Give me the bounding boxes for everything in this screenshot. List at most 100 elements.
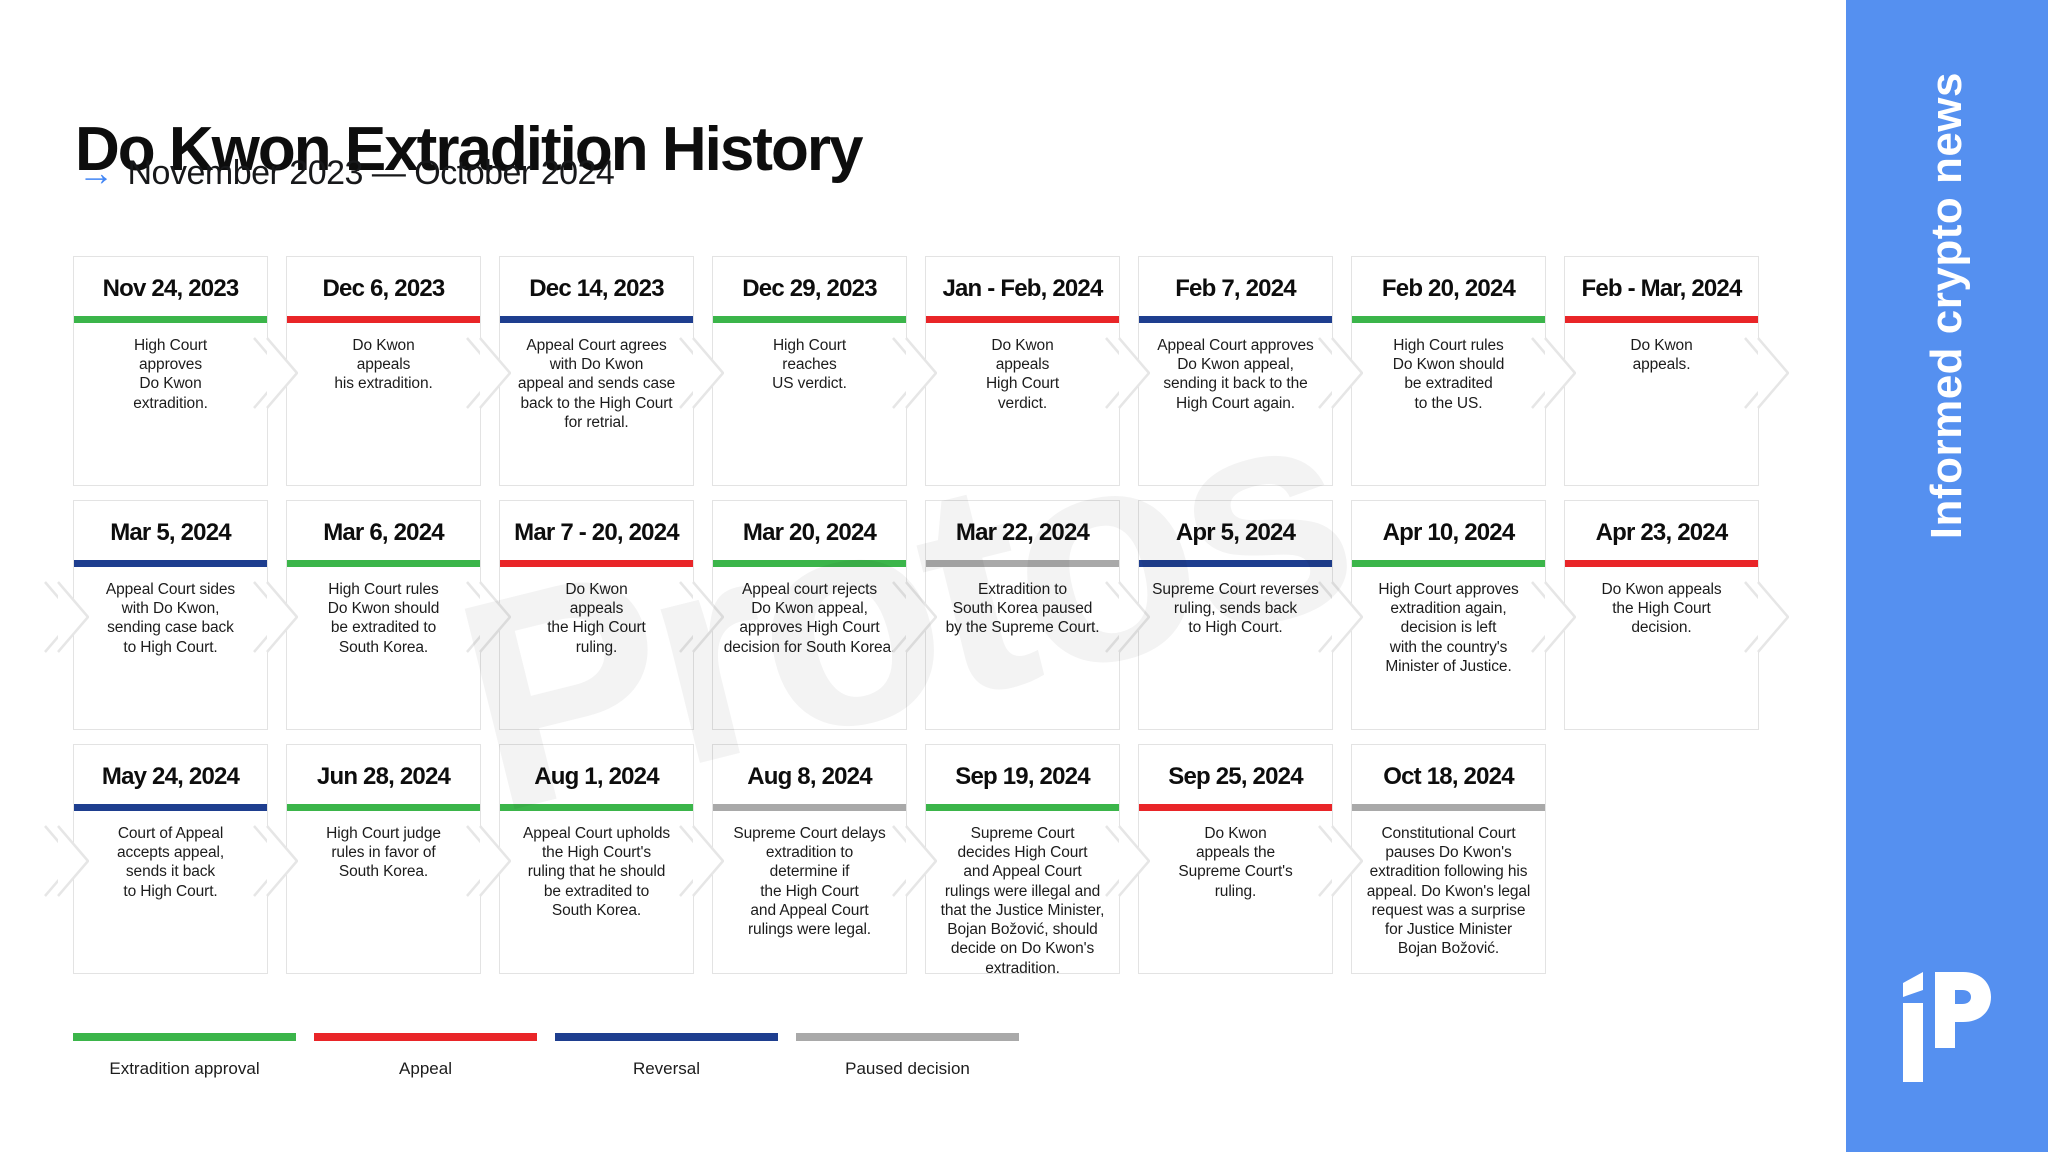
sidebar: Informed crypto news	[1846, 0, 2048, 1152]
chevron-right-icon	[1744, 337, 1789, 409]
card-accent-bar	[1565, 316, 1758, 323]
legend-color-bar	[796, 1033, 1019, 1041]
card-description: Appeal Court upholds the High Court's ru…	[522, 825, 671, 919]
chevron-right-icon	[679, 581, 724, 653]
chevron-right-icon	[466, 825, 511, 897]
card-accent-bar	[500, 316, 693, 323]
chevron-right-icon	[466, 581, 511, 653]
card-description: Appeal Court sides with Do Kwon, sending…	[105, 581, 236, 656]
timeline-row-1: Nov 24, 2023 High Court approves Do Kwon …	[73, 256, 1789, 486]
chevron-right-icon	[466, 337, 511, 409]
timeline-card: Apr 10, 2024 High Court approves extradit…	[1351, 500, 1576, 730]
chevron-right-icon	[1318, 337, 1363, 409]
card-date: Sep 19, 2024	[955, 763, 1090, 790]
card-accent-bar	[1565, 560, 1758, 567]
sidebar-tagline: Informed crypto news	[1922, 72, 1971, 540]
card-description: Do Kwon appeals the High Court decision.	[1601, 581, 1722, 637]
timeline-row-2: Mar 5, 2024 Appeal Court sides with Do Kw…	[44, 500, 1789, 730]
protos-logo-icon	[1903, 972, 1991, 1082]
date-range-subtitle: → November 2023 — October 2024	[78, 152, 615, 194]
card-date: Jun 28, 2024	[316, 763, 451, 790]
card-date: Dec 29, 2023	[742, 275, 877, 302]
legend-item: Extradition approval	[73, 1033, 296, 1079]
legend: Extradition approval Appeal Reversal Paused…	[73, 1033, 1019, 1079]
timeline-card: Feb - Mar, 2024 Do Kwon appeals.	[1564, 256, 1789, 486]
legend-color-bar	[73, 1033, 296, 1041]
card-accent-bar	[926, 804, 1119, 811]
card-description: High Court judge rules in favor of South…	[326, 825, 441, 881]
card-date: Feb 7, 2024	[1175, 275, 1296, 302]
card-description: Do Kwon appeals the Supreme Court's ruli…	[1178, 825, 1293, 900]
card-description: Do Kwon appeals the High Court ruling.	[547, 581, 646, 656]
chevron-right-icon	[1105, 337, 1150, 409]
card-description: Appeal court rejects Do Kwon appeal, app…	[723, 581, 896, 656]
card-date: Feb - Mar, 2024	[1581, 275, 1742, 302]
chevron-right-icon	[1318, 825, 1363, 897]
card-date: Jan - Feb, 2024	[942, 275, 1103, 302]
timeline-card: Jun 28, 2024 High Court judge rules in fa…	[286, 744, 511, 974]
card-description: Do Kwon appeals his extradition.	[334, 337, 433, 393]
card-accent-bar	[1139, 316, 1332, 323]
timeline-card: Mar 6, 2024 High Court rules Do Kwon shou…	[286, 500, 511, 730]
card-accent-bar	[500, 804, 693, 811]
card-accent-bar	[74, 316, 267, 323]
timeline-card: Sep 25, 2024 Do Kwon appeals the Supreme …	[1138, 744, 1363, 974]
timeline-card: Mar 22, 2024 Extradition to South Korea p…	[925, 500, 1150, 730]
legend-item: Appeal	[314, 1033, 537, 1079]
timeline-card: Dec 6, 2023 Do Kwon appeals his extraditi…	[286, 256, 511, 486]
chevron-right-icon	[44, 825, 89, 897]
card-description: High Court approves Do Kwon extradition.	[133, 337, 208, 412]
card-accent-bar	[287, 560, 480, 567]
chevron-right-icon	[1531, 581, 1576, 653]
card-date: Mar 20, 2024	[742, 519, 877, 546]
timeline-card: Apr 5, 2024 Supreme Court reverses ruling…	[1138, 500, 1363, 730]
card-description: High Court reaches US verdict.	[772, 337, 847, 393]
card-accent-bar	[74, 560, 267, 567]
card-date: May 24, 2024	[101, 763, 240, 790]
chevron-right-icon	[44, 581, 89, 653]
timeline-card: Aug 1, 2024 Appeal Court upholds the High…	[499, 744, 724, 974]
card-accent-bar	[1352, 560, 1545, 567]
timeline-card: Jan - Feb, 2024 Do Kwon appeals High Cour…	[925, 256, 1150, 486]
timeline-card: Oct 18, 2024 Constitutional Court pauses …	[1351, 744, 1546, 974]
chevron-right-icon	[892, 825, 937, 897]
legend-label: Extradition approval	[109, 1059, 260, 1078]
card-date: Oct 18, 2024	[1383, 763, 1514, 790]
timeline-card: Sep 19, 2024 Supreme Court decides High C…	[925, 744, 1150, 977]
card-accent-bar	[500, 560, 693, 567]
card-description: Supreme Court delays extradition to dete…	[733, 825, 886, 939]
timeline-card: Mar 5, 2024 Appeal Court sides with Do Kw…	[44, 500, 298, 730]
timeline-card: May 24, 2024 Court of Appeal accepts appe…	[44, 744, 298, 974]
timeline-card: Aug 8, 2024 Supreme Court delays extradit…	[712, 744, 937, 974]
legend-label: Paused decision	[845, 1059, 970, 1078]
legend-item: Paused decision	[796, 1033, 1019, 1079]
card-accent-bar	[713, 804, 906, 811]
timeline-card: Feb 7, 2024 Appeal Court approves Do Kwon…	[1138, 256, 1363, 486]
chevron-right-icon	[679, 337, 724, 409]
card-accent-bar	[287, 804, 480, 811]
card-accent-bar	[713, 316, 906, 323]
chevron-right-icon	[253, 581, 298, 653]
chevron-right-icon	[1318, 581, 1363, 653]
card-accent-bar	[287, 316, 480, 323]
arrow-right-icon: →	[78, 152, 114, 193]
chevron-right-icon	[1105, 581, 1150, 653]
timeline-card: Nov 24, 2023 High Court approves Do Kwon …	[73, 256, 298, 486]
card-date: Apr 5, 2024	[1175, 519, 1296, 546]
card-description: High Court rules Do Kwon should be extra…	[327, 581, 440, 656]
timeline-card: Mar 20, 2024 Appeal court rejects Do Kwon…	[712, 500, 937, 730]
card-accent-bar	[926, 316, 1119, 323]
card-accent-bar	[1139, 804, 1332, 811]
card-description: Supreme Court decides High Court and App…	[940, 825, 1105, 977]
chevron-right-icon	[1105, 825, 1150, 897]
card-description: Appeal Court approves Do Kwon appeal, se…	[1157, 337, 1314, 412]
card-accent-bar	[74, 804, 267, 811]
legend-color-bar	[555, 1033, 778, 1041]
card-date: Nov 24, 2023	[102, 275, 240, 302]
card-date: Aug 1, 2024	[534, 763, 659, 790]
card-description: Constitutional Court pauses Do Kwon's ex…	[1366, 825, 1531, 958]
card-accent-bar	[1352, 316, 1545, 323]
card-description: Extradition to South Korea paused by the…	[945, 581, 1100, 637]
chevron-right-icon	[253, 337, 298, 409]
legend-item: Reversal	[555, 1033, 778, 1079]
